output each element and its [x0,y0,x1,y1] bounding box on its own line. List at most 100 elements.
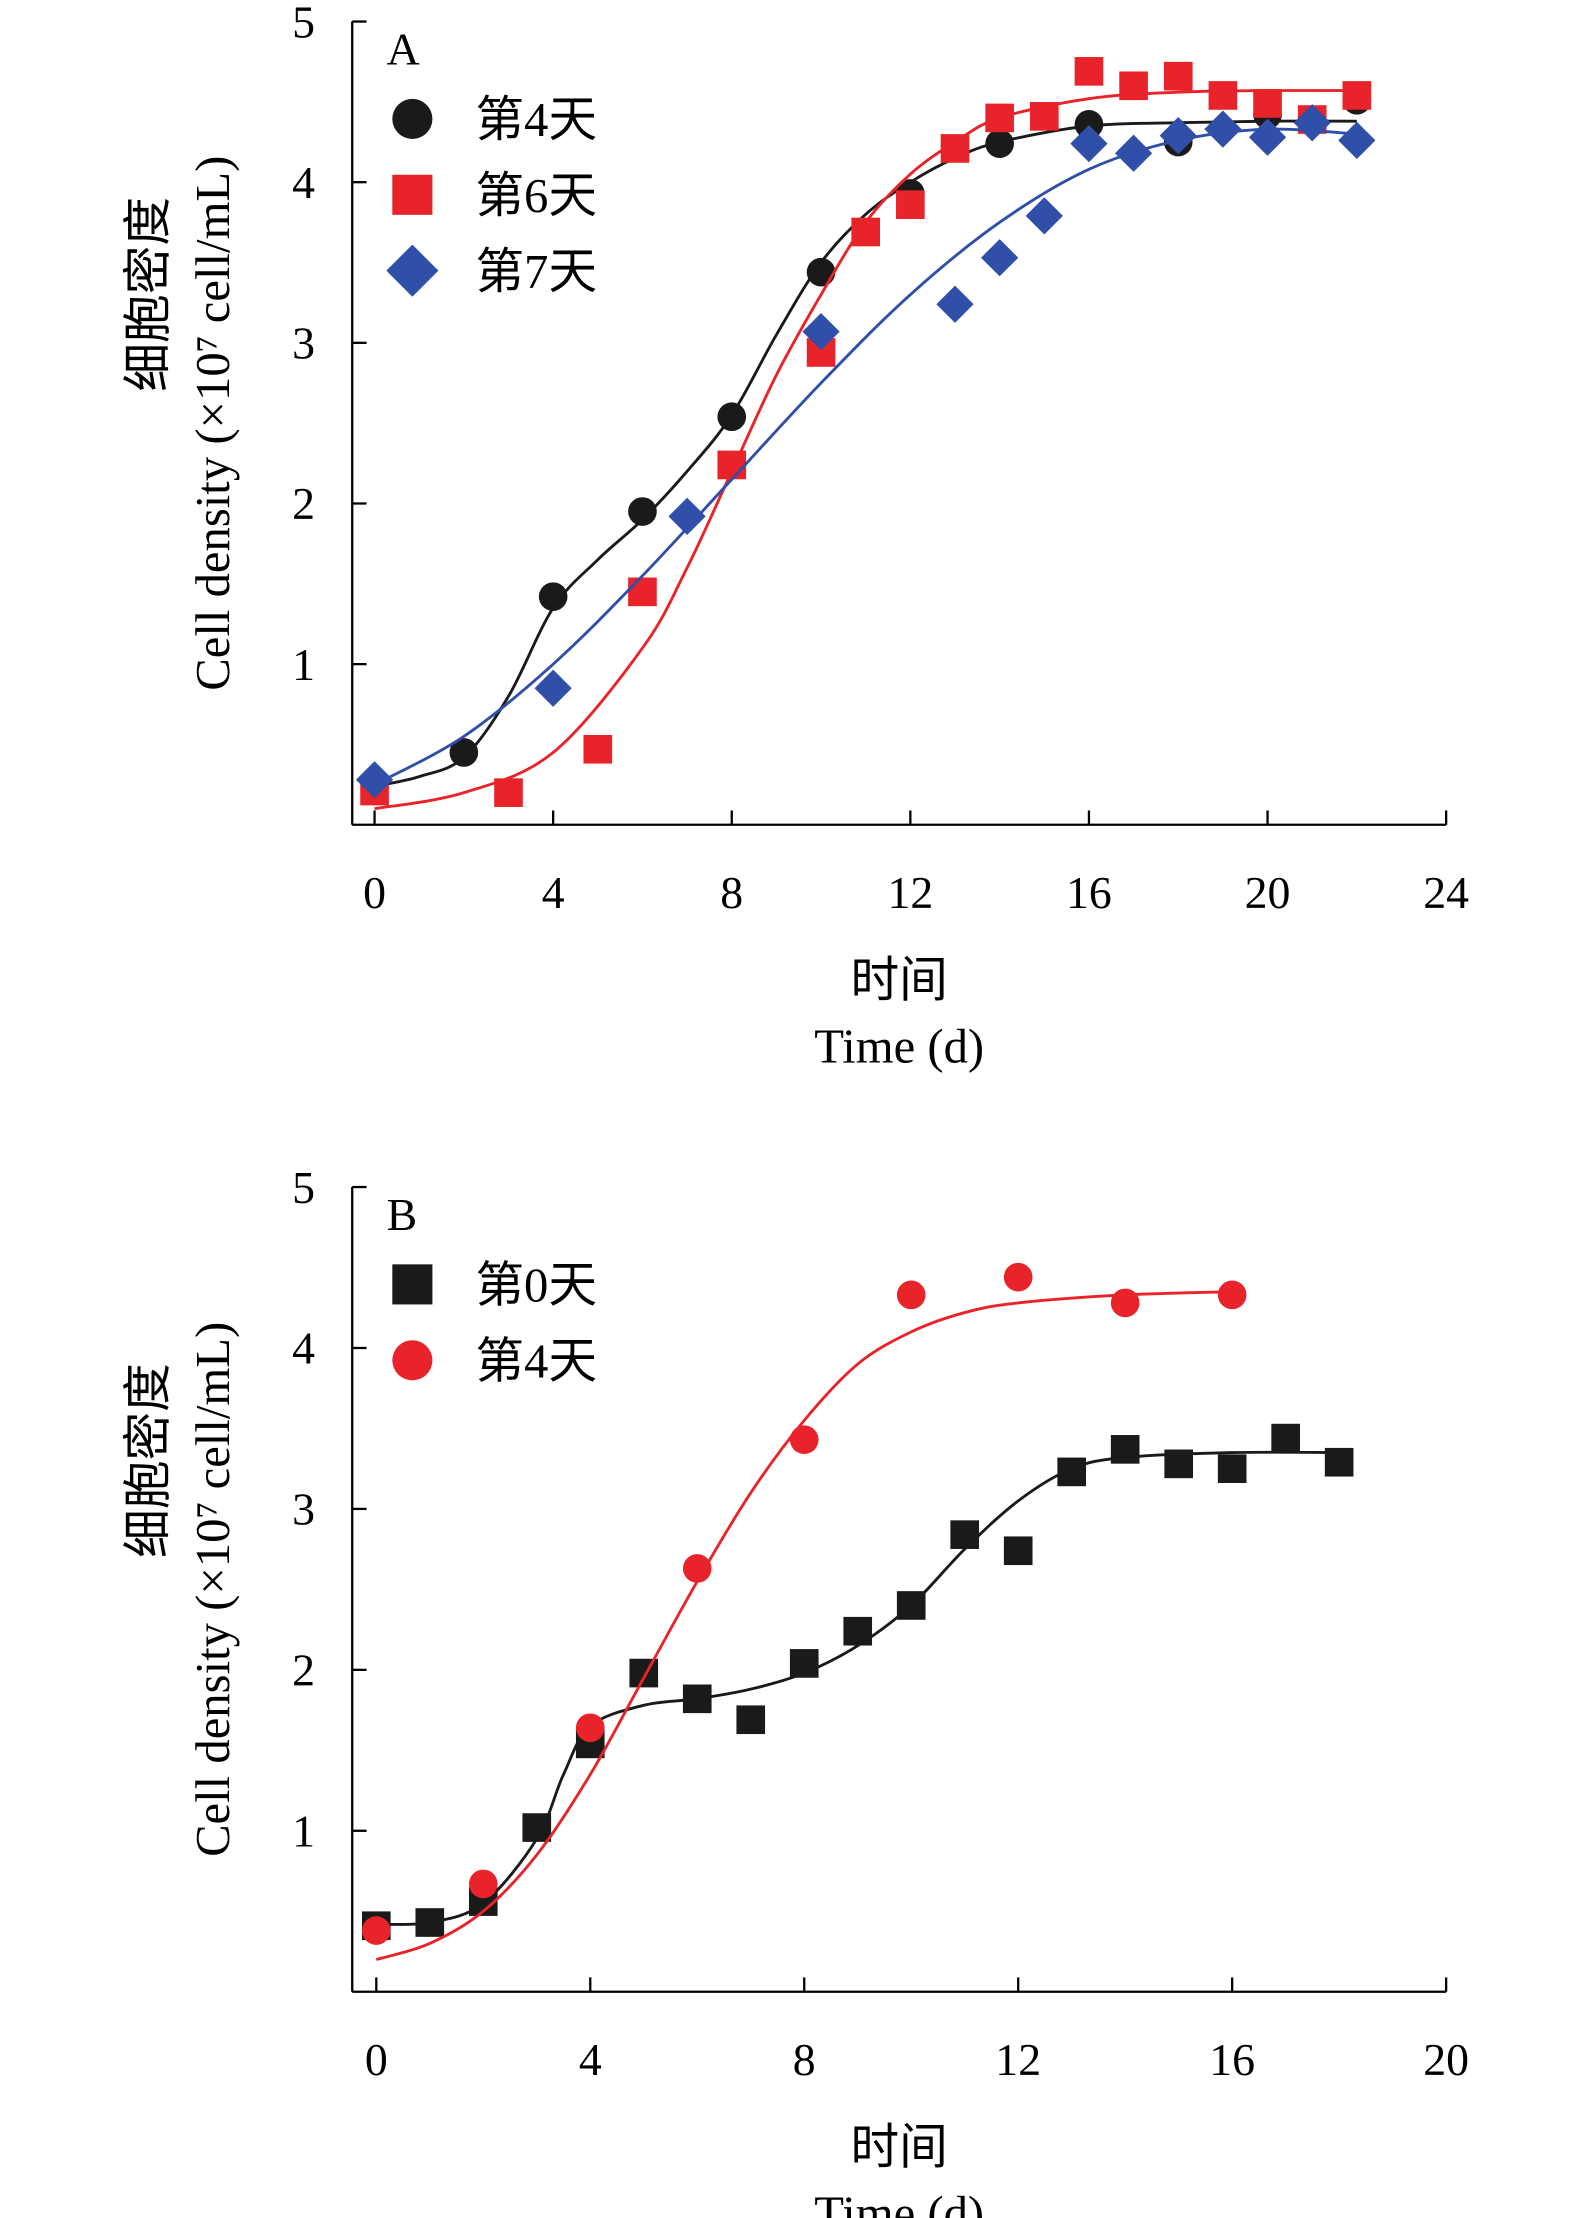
data-point [1204,110,1242,148]
data-point [1208,81,1238,110]
data-point [936,285,974,323]
data-point [1003,1536,1033,1566]
data-point [682,1554,712,1583]
data-point [1163,61,1193,91]
x-axis-label-cn: 时间 [851,954,948,1008]
data-point [1114,134,1153,172]
y-tick-label: 1 [292,639,315,690]
x-tick-label: 8 [720,867,743,918]
data-point [981,239,1019,277]
data-point [789,1649,819,1678]
y-tick-label: 1 [292,1806,315,1857]
x-axis-label-cn: 时间 [851,2121,948,2175]
series-1: 第4天 [361,1262,1247,1961]
data-point [468,1869,498,1899]
fit-curve [376,1450,1340,1926]
data-point [1074,57,1104,86]
y-tick-label: 3 [292,318,315,369]
y-tick-label: 5 [292,0,315,47]
x-axis-label-en: Time (d) [814,2186,984,2218]
data-point [1217,1454,1247,1483]
data-point [522,1813,552,1842]
legend-label: 第6天 [475,169,597,223]
x-tick-label: 16 [1066,867,1112,918]
data-point [717,450,747,480]
data-point [940,134,970,163]
legend-marker [392,174,433,215]
data-point [985,103,1014,133]
data-point [950,1520,980,1549]
y-tick-label: 2 [292,1645,315,1696]
y-tick-label: 3 [292,1484,315,1535]
fit-curve [374,119,1357,788]
x-tick-label: 4 [542,867,565,918]
series-1: 第6天 [360,57,1372,811]
data-point [494,778,523,807]
data-point [717,402,747,432]
legend-marker [386,244,439,297]
legend-label: 第0天 [475,1259,597,1313]
legend-marker [392,1264,433,1305]
data-point [449,738,479,767]
x-tick-label: 16 [1209,2034,1255,2085]
data-point [1217,1280,1247,1310]
y-axis-label-cn: 细胞密度 [122,1363,176,1558]
data-point [843,1616,873,1646]
legend-label: 第4天 [475,1334,597,1388]
x-tick-label: 4 [579,2034,602,2085]
data-point [985,129,1014,158]
panel-label: B [387,1189,418,1240]
data-point [1110,1435,1140,1464]
data-point [1057,1457,1087,1487]
data-point [1338,121,1376,160]
data-point [1110,1288,1140,1318]
data-point [1074,110,1104,139]
x-tick-label: 12 [995,2034,1041,2085]
data-point [851,217,881,247]
x-tick-label: 12 [887,867,933,918]
y-tick-label: 2 [292,478,315,529]
data-point [802,312,840,351]
y-axis-label-en: Cell density (×10⁷ cell/mL) [186,1322,240,1857]
data-point [628,577,657,607]
legend-label: 第7天 [475,245,597,299]
data-point [1025,197,1063,235]
data-point [1119,71,1148,101]
data-point [1003,1262,1033,1292]
x-tick-label: 24 [1423,867,1469,918]
data-point [1324,1447,1354,1477]
data-point [896,1280,926,1310]
data-point [682,1684,712,1714]
data-point [1248,118,1287,156]
data-point [896,190,925,219]
data-point [1029,101,1059,131]
data-point [575,1713,605,1743]
data-point [629,1658,659,1688]
fit-curve [375,1290,1233,1961]
data-point [668,497,706,535]
y-tick-label: 4 [292,1323,315,1374]
x-tick-label: 20 [1423,2034,1469,2085]
series-2: 第7天 [355,104,1376,799]
panel-label: A [387,23,420,74]
data-point [538,582,568,611]
data-point [534,669,572,707]
data-point [736,1705,766,1735]
y-tick-label: 5 [292,1162,315,1213]
data-point [1293,104,1331,142]
data-point [415,1908,445,1937]
y-tick-label: 4 [292,157,315,208]
data-point [1271,1423,1300,1453]
legend-marker [392,1340,433,1381]
data-point [583,734,613,764]
data-point [789,1425,819,1455]
data-point [806,257,836,287]
x-tick-label: 20 [1245,867,1291,918]
data-point [628,497,657,526]
y-axis-label-cn: 细胞密度 [122,197,176,392]
data-point [361,1916,391,1945]
x-tick-label: 0 [363,867,386,918]
legend-label: 第4天 [475,93,597,147]
